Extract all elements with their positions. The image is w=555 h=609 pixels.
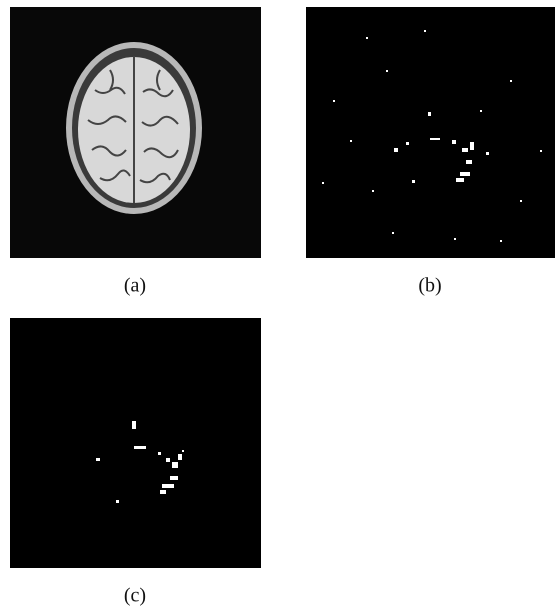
caption: (b) <box>418 275 441 297</box>
panel-a-image <box>10 7 261 258</box>
caption: (c) <box>124 585 146 607</box>
figure: (a) (b) (c) <box>0 0 555 609</box>
caption: (a) <box>124 275 146 297</box>
panel-b-image <box>306 7 555 258</box>
panel-c-image <box>10 318 261 568</box>
